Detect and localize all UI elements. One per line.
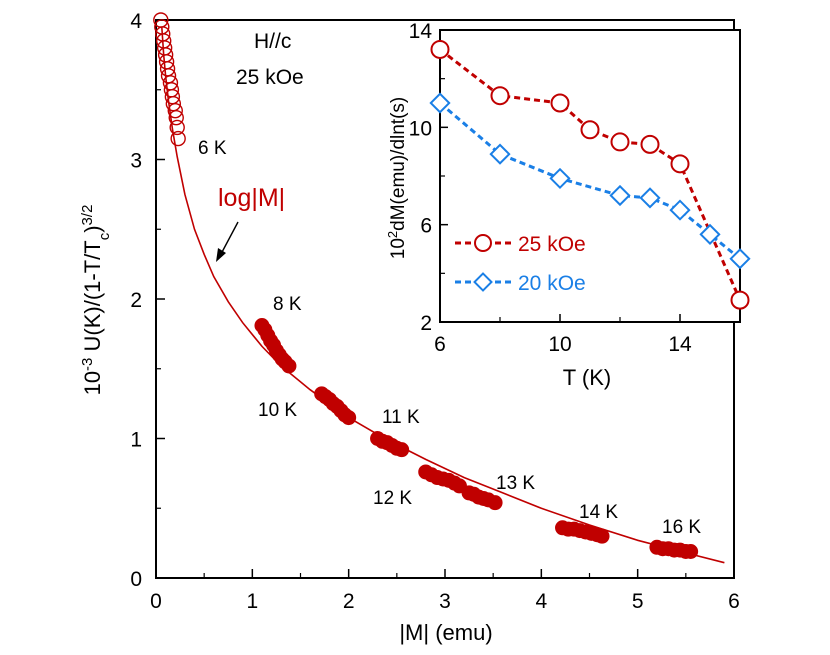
y-tick-label: 1: [130, 429, 142, 452]
x-tick-label: 3: [439, 590, 451, 613]
data-point: [167, 102, 183, 119]
segment-label-6k: 6 K: [198, 138, 227, 159]
data-point: [170, 130, 186, 147]
legend-label-25k: 25 kOe: [518, 233, 586, 256]
inset-x-tick-label: 6: [434, 333, 446, 356]
field-label: H//c: [254, 30, 291, 53]
segment-label-10k: 10 K: [258, 400, 297, 421]
main-data-points: [153, 12, 699, 559]
x-tick-label: 2: [343, 590, 355, 613]
inset-y-tick-label: 2: [420, 312, 432, 335]
inset-x-axis-label: T (K): [563, 365, 611, 390]
fit-label-arrow: [220, 221, 239, 255]
main-y-label-part: -3: [79, 358, 96, 371]
main-y-label-part: 3/2: [79, 205, 96, 226]
inset-series-line: [439, 48, 742, 301]
x-tick-label: 6: [728, 590, 740, 613]
x-tick-label: 0: [150, 590, 162, 613]
y-tick-label: 0: [130, 568, 142, 591]
y-tick-label: 4: [130, 10, 142, 33]
main-axis-ticks: 0 1 2 3 4 5 6 0 1 2 3 4: [130, 10, 740, 613]
data-point: [683, 543, 699, 559]
segment-label-13k: 13 K: [496, 473, 535, 494]
segment-label-8k: 8 K: [273, 294, 302, 315]
segment-label-11k: 11 K: [382, 407, 420, 428]
fit-curve: [161, 26, 725, 564]
fit-label: log|M|: [218, 184, 285, 212]
inset-y-label-part: dM(emu)/dlnt(s): [388, 97, 409, 231]
inset-x-tick-label: 14: [668, 333, 692, 356]
main-x-axis-label: |M| (emu): [399, 620, 492, 645]
inset-y-tick-label: 10: [409, 117, 432, 140]
legend-marker-25k: [474, 234, 492, 252]
inset-series: [429, 39, 751, 310]
inset-point-diamond: [699, 223, 721, 246]
field-value: 25 kOe: [236, 66, 304, 89]
inset-point-diamond: [549, 167, 571, 190]
segment-label-16k: 16 K: [662, 517, 701, 538]
main-y-label-part: c: [96, 232, 113, 240]
data-point: [487, 495, 503, 511]
fit-label-arrowhead: [216, 248, 226, 262]
segment-label-12k: 12 K: [373, 488, 412, 509]
inset-point-circle: [610, 132, 630, 152]
inset-plot-frame: [439, 29, 741, 323]
main-y-label-part: U(K)/(1-T/T: [80, 240, 105, 357]
inset-legend: 25 kOe 20 kOe: [455, 233, 586, 295]
inset-point-circle: [670, 154, 690, 174]
data-point: [281, 358, 297, 374]
inset-point-circle: [580, 120, 600, 140]
inset-point-diamond: [609, 184, 631, 207]
inset-y-label-part: 10: [388, 238, 409, 259]
main-annotations: H//c 25 kOe log|M| 6 K 8 K 10 K 11 K 12 …: [198, 30, 701, 538]
legend-marker-20k: [473, 272, 493, 292]
inset-point-diamond: [669, 199, 691, 221]
segment-label-14k: 14 K: [579, 502, 618, 523]
inset-point-circle: [550, 93, 570, 113]
inset-y-tick-label: 6: [420, 215, 432, 238]
inset-point-diamond: [489, 143, 511, 165]
main-y-label-part: ): [80, 225, 105, 232]
data-point: [594, 528, 610, 544]
inset-point-diamond: [429, 92, 451, 114]
y-tick-label: 3: [130, 150, 142, 173]
data-point: [169, 119, 185, 136]
legend-label-20k: 20 kOe: [518, 272, 586, 295]
x-tick-label: 1: [246, 590, 258, 613]
inset-point-circle: [490, 86, 510, 106]
x-tick-label: 4: [535, 590, 547, 613]
inset-point-circle: [430, 39, 450, 59]
inset-y-tick-label: 14: [409, 20, 433, 43]
x-tick-label: 5: [632, 590, 644, 613]
inset-point-circle: [640, 134, 660, 154]
data-point: [341, 410, 357, 426]
main-y-label-part: 10: [80, 371, 105, 395]
data-point: [394, 442, 410, 458]
main-y-axis-label: 10-3 U(K)/(1-T/Tc)3/2: [79, 205, 113, 396]
inset-point-diamond: [729, 248, 751, 270]
y-tick-label: 2: [130, 289, 142, 312]
inset-point-diamond: [639, 187, 661, 209]
data-point: [168, 109, 184, 126]
inset-y-axis-label: 102dM(emu)/dlnt(s): [385, 97, 410, 259]
inset-x-tick-label: 10: [548, 333, 571, 356]
inset-y-label-part: 2: [385, 231, 400, 238]
inset-point-circle: [730, 290, 750, 310]
